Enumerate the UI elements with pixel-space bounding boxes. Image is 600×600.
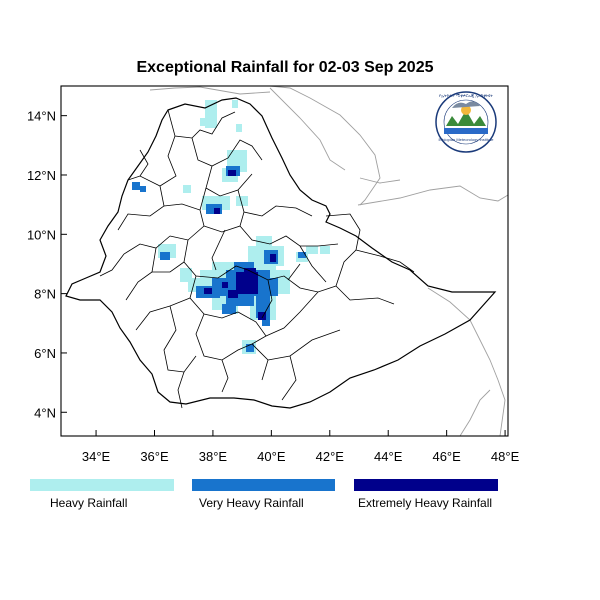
x-tick-label: 38°E xyxy=(199,449,228,464)
legend-label: Very Heavy Rainfall xyxy=(199,496,304,510)
logo-bottom-text: Ethiopian Meteorology Institute xyxy=(439,137,495,142)
logo-top-text: የኢትዮጵያ ሚቲዎሮሎጂ ኢንስቲትዩት xyxy=(439,93,493,98)
legend-swatch xyxy=(354,479,498,491)
y-tick-label: 6°N xyxy=(34,346,56,361)
x-tick-label: 42°E xyxy=(316,449,345,464)
y-axis-ticks: 4°N 6°N 8°N 10°N 12°N 14°N xyxy=(27,109,67,420)
x-axis-ticks: 34°E 36°E 38°E 40°E 42°E 44°E 46°E 48°E xyxy=(82,430,520,464)
map-frame xyxy=(60,85,509,437)
neighbor-borders xyxy=(149,86,508,436)
map-title: Exceptional Rainfall for 02-03 Sep 2025 xyxy=(136,59,433,76)
rainfall-pixels xyxy=(132,100,330,354)
ethiopian-meteorology-institute-logo: የኢትዮጵያ ሚቲዎሮሎጂ ኢንስቲትዩት Ethiopian Meteorol… xyxy=(435,91,497,153)
y-tick-label: 10°N xyxy=(27,227,56,242)
heavy-rainfall-area xyxy=(158,100,330,354)
x-tick-label: 40°E xyxy=(257,449,286,464)
x-tick-label: 44°E xyxy=(374,449,403,464)
legend-label: Extremely Heavy Rainfall xyxy=(358,496,492,510)
y-tick-label: 12°N xyxy=(27,168,56,183)
ethiopia-border xyxy=(65,97,497,409)
map-plot-area xyxy=(65,86,508,436)
rainfall-legend: Heavy Rainfall Very Heavy Rainfall Extreme… xyxy=(30,479,498,510)
region-boundaries xyxy=(99,109,415,409)
x-tick-label: 34°E xyxy=(82,449,111,464)
legend-label: Heavy Rainfall xyxy=(50,496,127,510)
legend-swatch xyxy=(192,479,335,491)
y-tick-label: 4°N xyxy=(34,405,56,420)
y-tick-label: 14°N xyxy=(27,109,56,124)
x-tick-label: 46°E xyxy=(432,449,461,464)
y-tick-label: 8°N xyxy=(34,287,56,302)
legend-swatch xyxy=(30,479,174,491)
x-tick-label: 48°E xyxy=(491,449,520,464)
x-tick-label: 36°E xyxy=(140,449,169,464)
